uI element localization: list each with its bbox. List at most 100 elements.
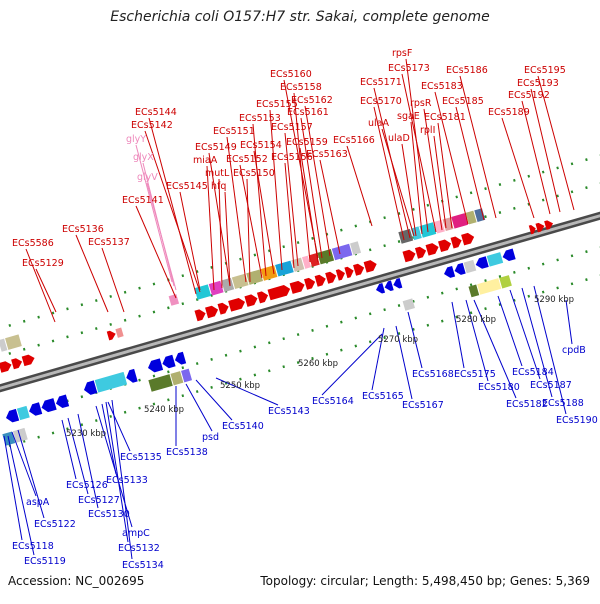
top-lane1-gene-11 — [335, 269, 345, 281]
top-lane2b-gene-3 — [433, 219, 445, 234]
top-lane2b-gene-6 — [465, 210, 477, 225]
leader-line-top — [423, 108, 443, 231]
gene-label-top: ECs5186 — [446, 65, 488, 76]
scale-label: 5290 kbp — [534, 295, 574, 305]
gene-label-top: ECs5141 — [122, 195, 164, 206]
leader-line-top — [437, 122, 453, 229]
leader-line-top — [300, 117, 323, 259]
gene-label-bottom: ECs5180 — [478, 382, 520, 393]
gene-label-bottom: ECs5190 — [556, 415, 598, 426]
gene-label-top: ECs5160 — [270, 69, 312, 80]
leader-line-top — [269, 109, 283, 271]
gene-label-bottom: ampC — [122, 528, 150, 539]
gene-label-top: ECs5171 — [360, 77, 402, 88]
bot-lane1-gene-4 — [55, 394, 70, 409]
leader-line-top — [537, 75, 575, 211]
gene-label-top: ECs5151 — [213, 126, 255, 137]
leader-line-top — [521, 100, 551, 215]
gene-label-bottom: ECs5188 — [542, 398, 584, 409]
top-lane2d-gene-0 — [106, 330, 116, 341]
scale-label: 5270 kbp — [378, 335, 418, 345]
top-lane2-gene-3 — [231, 273, 249, 289]
top-lane2-gene-12 — [350, 241, 362, 256]
bot-lane2c-gene-2 — [499, 275, 512, 289]
gene-label-top: ECs5158 — [280, 82, 322, 93]
gene-label-top: ulaD — [388, 133, 410, 144]
gene-label-top: mutL — [205, 168, 230, 179]
gene-label-top: ECs5149 — [195, 142, 237, 153]
top-lane1-gene-8 — [304, 277, 316, 290]
leader-line-top — [208, 152, 231, 287]
bot-lane1e-gene-3 — [475, 256, 489, 269]
leader-line-bottom — [67, 417, 89, 495]
bot-lane1c-gene-0 — [148, 358, 164, 373]
gene-label-top: ECs5145 — [166, 181, 208, 192]
leader-line-top — [284, 162, 295, 269]
gene-label-top: ECs5155 — [256, 99, 298, 110]
leader-line-bottom — [565, 299, 573, 345]
bot-lane1-gene-3 — [41, 398, 57, 413]
leader-line-bottom — [77, 413, 99, 509]
gene-label-top: ECs5162 — [291, 95, 333, 106]
map-title: Escherichia coli O157:H7 str. Sakai, com… — [110, 9, 490, 25]
gene-label-top: ECs5159 — [286, 137, 328, 148]
gene-label-bottom: ECs5167 — [402, 400, 444, 411]
leader-line-top — [218, 178, 223, 289]
top-lane1d-gene-0 — [528, 225, 536, 235]
gene-label-top: ECs5136 — [62, 224, 104, 235]
leader-line-top — [253, 150, 275, 275]
bot-lane1e-gene-2 — [463, 259, 477, 274]
top-lane2b-gene-5 — [451, 213, 468, 229]
top-lane2-gene-0 — [194, 284, 212, 300]
leader-line-bottom — [533, 285, 567, 415]
top-lane1b-gene-3 — [438, 239, 452, 253]
leader-line-top — [239, 164, 263, 279]
gene-label-top: ECs5586 — [12, 238, 54, 249]
gene-label-top: ECs5193 — [517, 78, 559, 89]
gene-label-top: ECs5192 — [508, 90, 550, 101]
gene-label-layer: ECs5586ECs5129ECs5136ECs5137ECs5141ECs51… — [12, 48, 598, 571]
gene-label-top: ECs5185 — [442, 96, 484, 107]
top-lane1c-gene-0 — [0, 361, 12, 373]
top-lane1-gene-14 — [363, 260, 377, 273]
gene-label-bottom: ECs5175 — [454, 369, 496, 380]
bot-lane1e-gene-4 — [486, 252, 504, 267]
gene-label-top: ECs5195 — [524, 65, 566, 76]
top-lane1b-gene-4 — [450, 236, 462, 249]
accession-label: Accession: NC_002695 — [8, 574, 145, 588]
scale-label: 5280 kbp — [456, 315, 496, 325]
gene-label-top: ECs5142 — [131, 120, 173, 131]
bot-lane2c-gene-1 — [477, 278, 502, 295]
leader-line-bottom — [195, 379, 233, 421]
leader-line-bottom — [521, 287, 553, 398]
top-lane-trna-0 — [168, 293, 180, 306]
bot-lane2-gene-1 — [12, 427, 28, 443]
gene-label-bottom: ECs5164 — [312, 396, 354, 407]
gene-label-top: ECs5163 — [306, 149, 348, 160]
genome-backbone-highlight — [0, 214, 600, 390]
topology-summary: Topology: circular; Length: 5,498,450 bp… — [260, 574, 590, 588]
top-lane1-gene-7 — [289, 280, 305, 294]
leader-line-top — [35, 268, 57, 313]
top-lane1b-gene-1 — [414, 246, 427, 259]
leader-line-layer — [3, 58, 575, 560]
bot-lane1b-gene-2 — [126, 368, 138, 383]
top-lane1-gene-3 — [228, 298, 246, 312]
bot-lane1e-gene-1 — [454, 262, 466, 275]
bot-lane1c-gene-1 — [162, 354, 176, 369]
leader-line-bottom — [473, 299, 517, 399]
top-lane2-gene-5 — [260, 265, 278, 281]
top-lane2-gene-6 — [275, 260, 294, 277]
leader-line-top — [381, 128, 415, 237]
gene-label-bottom: ECs5187 — [530, 380, 572, 391]
gene-label-bottom: ECs5140 — [222, 421, 264, 432]
leader-line-bottom — [11, 431, 37, 497]
bot-lane1d-gene-2 — [393, 278, 403, 289]
leader-line-top — [459, 75, 497, 219]
leader-line-bottom — [215, 377, 279, 406]
scale-label: 5230 kbp — [66, 429, 106, 439]
leader-line-top — [455, 106, 485, 221]
leader-line-bottom — [407, 311, 423, 369]
trna-label: glyV — [137, 172, 158, 183]
